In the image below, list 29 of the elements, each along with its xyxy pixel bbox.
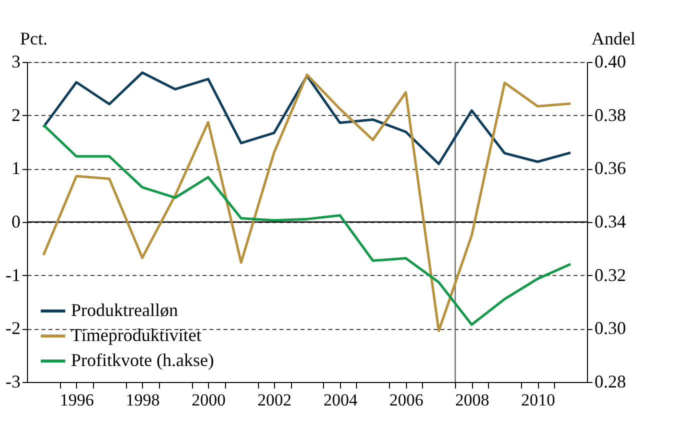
x-tick-label: 2006 — [389, 390, 424, 410]
y-tick-label: -2 — [6, 318, 20, 338]
x-tick-label: 2010 — [521, 390, 556, 410]
line-series — [42, 124, 572, 326]
y2-axis-title: Andel — [592, 28, 636, 48]
legend-label: Produktrealløn — [71, 300, 178, 320]
x-tick-label: 2004 — [323, 390, 358, 410]
x-tick-label: 1998 — [126, 390, 160, 410]
y2-tick-label: 0.36 — [594, 158, 626, 178]
y2-tick-label: 0.38 — [594, 104, 626, 125]
x-tick-label: 2008 — [455, 390, 490, 410]
y-axis-title: Pct. — [20, 28, 48, 48]
y2-tick-label: 0.28 — [594, 372, 626, 392]
y-tick-label: 3 — [12, 52, 20, 72]
y-tick-label: 0 — [12, 212, 20, 232]
y-tick-label: -3 — [6, 372, 20, 392]
legend-label: Timeproduktivitet — [71, 325, 202, 345]
y2-tick-label: 0.40 — [594, 52, 626, 72]
y2-tick-label: 0.34 — [594, 212, 626, 232]
y-tick-label: 1 — [12, 158, 20, 178]
x-tick-label: 2000 — [192, 390, 226, 410]
y2-tick-label: 0.32 — [594, 264, 626, 285]
y-tick-label: 2 — [12, 104, 20, 125]
y2-tick-label: 0.30 — [594, 318, 626, 338]
x-tick-label: 1996 — [60, 390, 94, 410]
legend-label: Profitkvote (h.akse) — [71, 350, 214, 370]
x-tick-label: 2002 — [258, 390, 292, 410]
line-series — [42, 71, 572, 166]
y-tick-label: -1 — [6, 264, 20, 285]
